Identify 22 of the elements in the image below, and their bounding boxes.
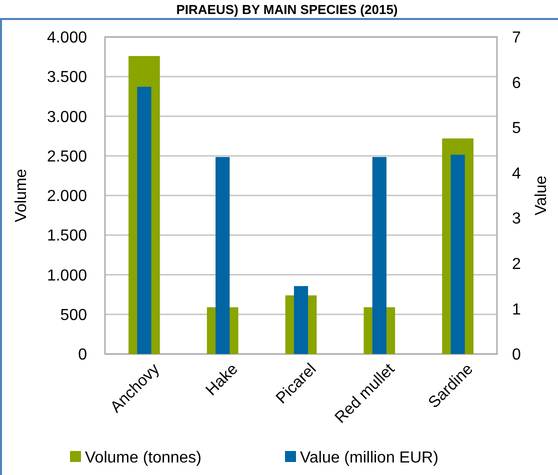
y-tick-label: 2.500 [46, 148, 88, 166]
y-tick-label: 1.500 [46, 228, 88, 245]
y2-tick-label: 6 [512, 74, 521, 92]
y2-tick-label: 1 [512, 301, 521, 318]
y2-tick-label: 2 [512, 256, 521, 274]
y-tick-label: 0 [78, 346, 88, 364]
y2-axis-title: Value [533, 176, 550, 216]
y-tick-label: 4.000 [46, 30, 88, 47]
legend-label: Volume (tonnes) [85, 450, 202, 467]
y-tick-label: 500 [60, 306, 88, 324]
legend-label: Value (million EUR) [300, 450, 438, 467]
chart-title: PIRAEUS) BY MAIN SPECIES (2015) [176, 2, 398, 17]
y-tick-label: 1.000 [46, 267, 88, 284]
y2-tick-label: 0 [512, 346, 521, 364]
y2-tick-label: 7 [512, 30, 521, 47]
y-tick-label: 2.000 [46, 188, 88, 206]
y2-tick-label: 3 [512, 210, 521, 228]
y2-tick-label: 5 [512, 120, 521, 138]
y2-tick-label: 4 [512, 165, 521, 182]
y-tick-label: 3.000 [46, 108, 88, 126]
y-tick-label: 3.500 [46, 69, 88, 86]
y-axis-title: Volume [13, 168, 30, 222]
